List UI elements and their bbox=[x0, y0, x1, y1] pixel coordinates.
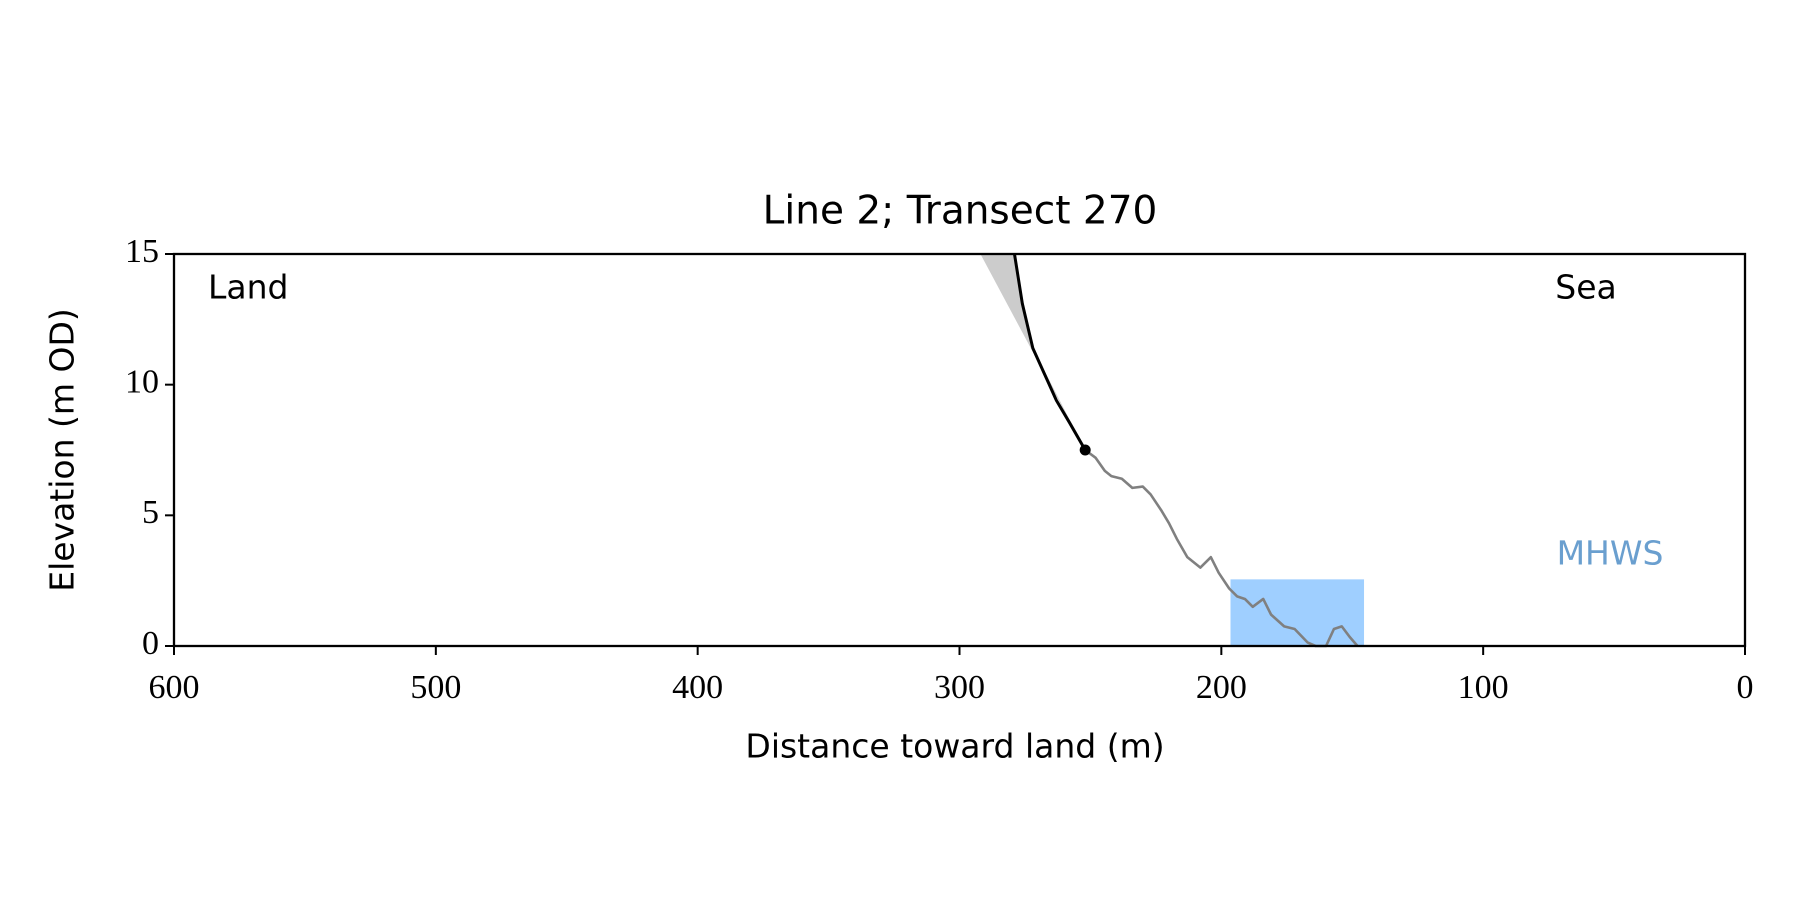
profile-line bbox=[1012, 253, 1087, 451]
x-tick-label: 500 bbox=[410, 669, 461, 706]
annotation: Sea bbox=[1555, 268, 1616, 307]
plot-frame bbox=[172, 252, 1747, 648]
y-tick-label: 10 bbox=[125, 363, 159, 400]
y-axis-label: Elevation (m OD) bbox=[43, 308, 82, 592]
y-tick-label: 0 bbox=[142, 625, 159, 662]
x-axis-label: Distance toward land (m) bbox=[745, 727, 1164, 766]
cliff-envelope bbox=[980, 254, 1086, 450]
x-tick-label: 400 bbox=[672, 669, 723, 706]
x-tick-label: 200 bbox=[1196, 669, 1247, 706]
mhws-label: MHWS bbox=[1557, 534, 1664, 573]
x-tick-label: 600 bbox=[149, 669, 200, 706]
annotation: Land bbox=[208, 268, 288, 307]
y-tick-label: 15 bbox=[125, 233, 159, 270]
y-tick-label: 5 bbox=[142, 494, 159, 531]
cliff-top-marker bbox=[1079, 444, 1091, 456]
x-tick-label: 300 bbox=[934, 669, 985, 706]
mhws-band bbox=[1230, 579, 1365, 646]
chart-title: Line 2; Transect 270 bbox=[763, 189, 1158, 234]
x-tick-label: 0 bbox=[1737, 669, 1754, 706]
x-tick-label: 100 bbox=[1458, 669, 1509, 706]
